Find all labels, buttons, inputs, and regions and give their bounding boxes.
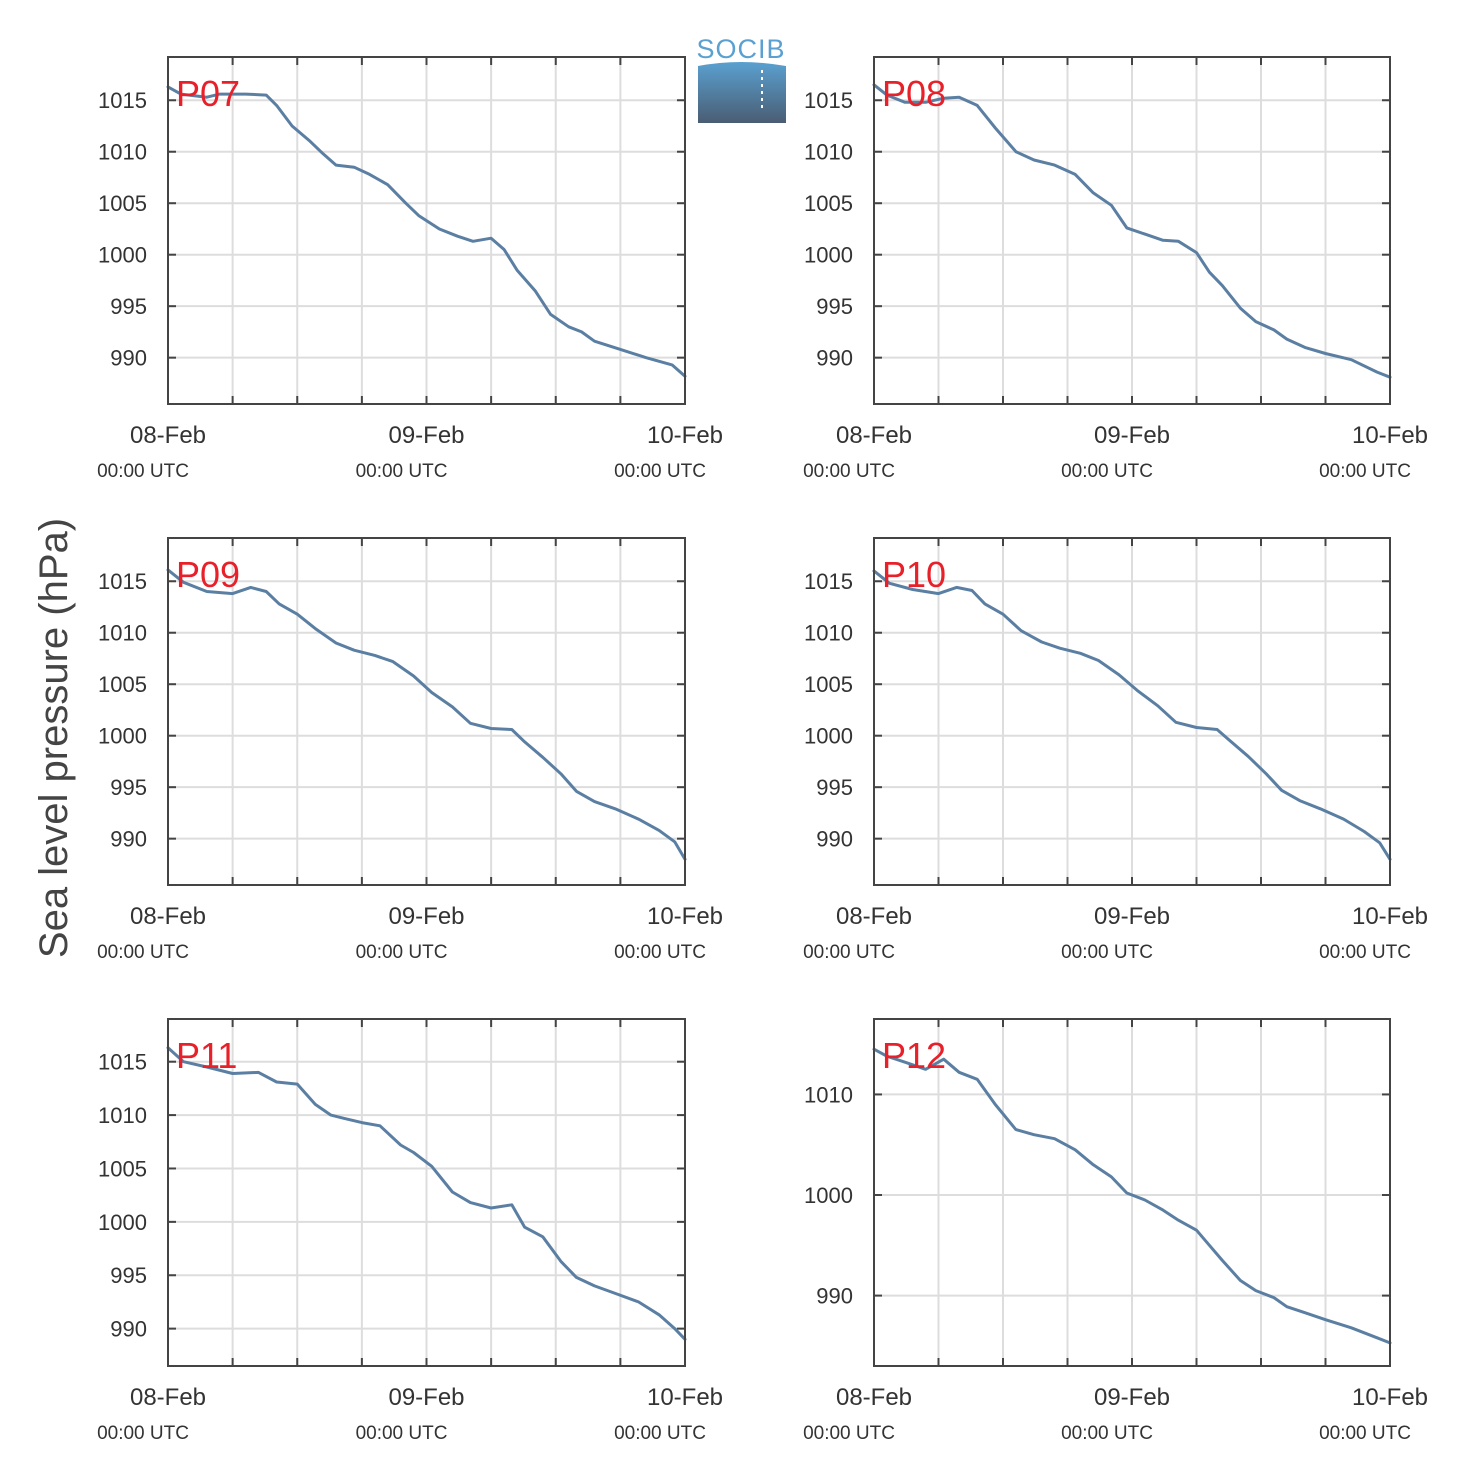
panel-label: P10	[882, 554, 946, 595]
y-tick-label: 1015	[98, 88, 147, 113]
y-tick-label: 1005	[804, 672, 853, 697]
pressure-series-line	[166, 568, 687, 861]
plot-frame	[873, 1018, 1391, 1367]
x-tick-label-time: 00:00 UTC	[1061, 461, 1153, 482]
y-tick-label: 995	[110, 1263, 147, 1288]
panel-label: P09	[176, 554, 240, 595]
plot-frame	[167, 1018, 686, 1367]
y-tick-label: 1005	[98, 672, 147, 697]
x-tick-label-time: 00:00 UTC	[1061, 942, 1153, 963]
y-tick-label: 1000	[98, 1210, 147, 1235]
x-tick-label-time: 00:00 UTC	[356, 461, 448, 482]
y-tick-label: 1010	[98, 1103, 147, 1128]
y-tick-label: 1010	[98, 140, 147, 165]
pressure-series-line	[166, 85, 687, 378]
y-tick-label: 1010	[98, 621, 147, 646]
x-tick-label-time: 00:00 UTC	[614, 461, 706, 482]
x-tick-label-date: 10-Feb	[647, 422, 723, 449]
pressure-series-line	[166, 1046, 687, 1341]
x-tick-label-date: 10-Feb	[1352, 1384, 1428, 1411]
x-tick-label-date: 10-Feb	[647, 903, 723, 930]
y-tick-label: 1000	[804, 1183, 853, 1208]
plot-frame	[873, 56, 1391, 405]
x-tick-label-date: 09-Feb	[1094, 903, 1170, 930]
panel-label: P11	[176, 1035, 237, 1076]
y-tick-label: 1000	[804, 724, 853, 749]
x-tick-label-date: 08-Feb	[130, 422, 206, 449]
x-tick-label-date: 09-Feb	[1094, 1384, 1170, 1411]
panel-p07: 990 995 1000 1005 1010 1015 08-Feb 00:00 UTC 09-…	[97, 56, 723, 482]
y-tick-label: 1010	[804, 621, 853, 646]
y-tick-label: 990	[110, 827, 147, 852]
y-tick-label: 995	[816, 294, 853, 319]
x-tick-label-time: 00:00 UTC	[803, 942, 895, 963]
y-tick-label: 1010	[804, 140, 853, 165]
x-tick-label-date: 09-Feb	[388, 903, 464, 930]
x-tick-label-time: 00:00 UTC	[97, 461, 189, 482]
x-tick-label-date: 10-Feb	[1352, 422, 1428, 449]
x-tick-label-date: 10-Feb	[1352, 903, 1428, 930]
panel-p09: 990 995 1000 1005 1010 1015 08-Feb 00:00 UTC 09-…	[97, 537, 723, 963]
y-tick-label: 995	[110, 775, 147, 800]
pressure-series-line	[872, 569, 1392, 861]
y-tick-label: 1005	[804, 191, 853, 216]
y-tick-label: 1005	[98, 1156, 147, 1181]
pressure-series-line	[872, 83, 1392, 379]
plot-frame	[167, 56, 686, 405]
y-tick-label: 1015	[804, 569, 853, 594]
x-tick-label-time: 00:00 UTC	[614, 942, 706, 963]
panel-label: P12	[882, 1035, 946, 1076]
x-tick-label-time: 00:00 UTC	[97, 1423, 189, 1444]
x-tick-label-time: 00:00 UTC	[356, 1423, 448, 1444]
y-tick-label: 990	[110, 346, 147, 371]
logo-wave-icon	[698, 62, 786, 123]
y-axis-label: Sea level pressure (hPa)	[32, 518, 76, 958]
x-tick-label-time: 00:00 UTC	[803, 461, 895, 482]
x-tick-label-date: 08-Feb	[130, 903, 206, 930]
x-tick-label-date: 08-Feb	[836, 1384, 912, 1411]
x-tick-label-time: 00:00 UTC	[97, 942, 189, 963]
y-tick-label: 1015	[804, 88, 853, 113]
x-tick-label-time: 00:00 UTC	[356, 942, 448, 963]
x-tick-label-time: 00:00 UTC	[803, 1423, 895, 1444]
y-tick-label: 995	[110, 294, 147, 319]
x-tick-label-date: 10-Feb	[647, 1384, 723, 1411]
x-tick-label-date: 09-Feb	[1094, 422, 1170, 449]
y-tick-label: 1005	[98, 191, 147, 216]
y-tick-label: 1000	[804, 243, 853, 268]
panel-label: P08	[882, 73, 946, 114]
x-tick-label-time: 00:00 UTC	[1319, 942, 1411, 963]
plot-frame	[873, 537, 1391, 886]
x-tick-label-date: 08-Feb	[836, 903, 912, 930]
panel-p10: 990 995 1000 1005 1010 1015 08-Feb 00:00 UTC 09-…	[803, 537, 1428, 963]
panel-label: P07	[176, 73, 240, 114]
panel-p12: 990 1000 1010 08-Feb 00:00 UTC 09-Feb 00:00 UT…	[803, 1018, 1428, 1444]
x-tick-label-time: 00:00 UTC	[1319, 1423, 1411, 1444]
socib-logo: SOCIB	[696, 34, 786, 123]
logo-text: SOCIB	[696, 34, 785, 64]
x-tick-label-date: 08-Feb	[836, 422, 912, 449]
pressure-series-line	[872, 1047, 1392, 1345]
y-tick-label: 1000	[98, 243, 147, 268]
x-tick-label-time: 00:00 UTC	[614, 1423, 706, 1444]
plot-frame	[167, 537, 686, 886]
y-tick-label: 1000	[98, 724, 147, 749]
panel-p08: 990 995 1000 1005 1010 1015 08-Feb 00:00 UTC 09-…	[803, 56, 1428, 482]
x-tick-label-date: 09-Feb	[388, 422, 464, 449]
y-tick-label: 990	[110, 1317, 147, 1342]
y-tick-label: 990	[816, 827, 853, 852]
x-tick-label-time: 00:00 UTC	[1319, 461, 1411, 482]
y-tick-label: 990	[816, 346, 853, 371]
y-tick-label: 990	[816, 1284, 853, 1309]
x-tick-label-date: 08-Feb	[130, 1384, 206, 1411]
y-tick-label: 1010	[804, 1082, 853, 1107]
y-tick-label: 1015	[98, 569, 147, 594]
x-tick-label-time: 00:00 UTC	[1061, 1423, 1153, 1444]
y-tick-label: 995	[816, 775, 853, 800]
panel-p11: 990 995 1000 1005 1010 1015 08-Feb 00:00 UTC 09-…	[97, 1018, 723, 1444]
y-tick-label: 1015	[98, 1050, 147, 1075]
x-tick-label-date: 09-Feb	[388, 1384, 464, 1411]
